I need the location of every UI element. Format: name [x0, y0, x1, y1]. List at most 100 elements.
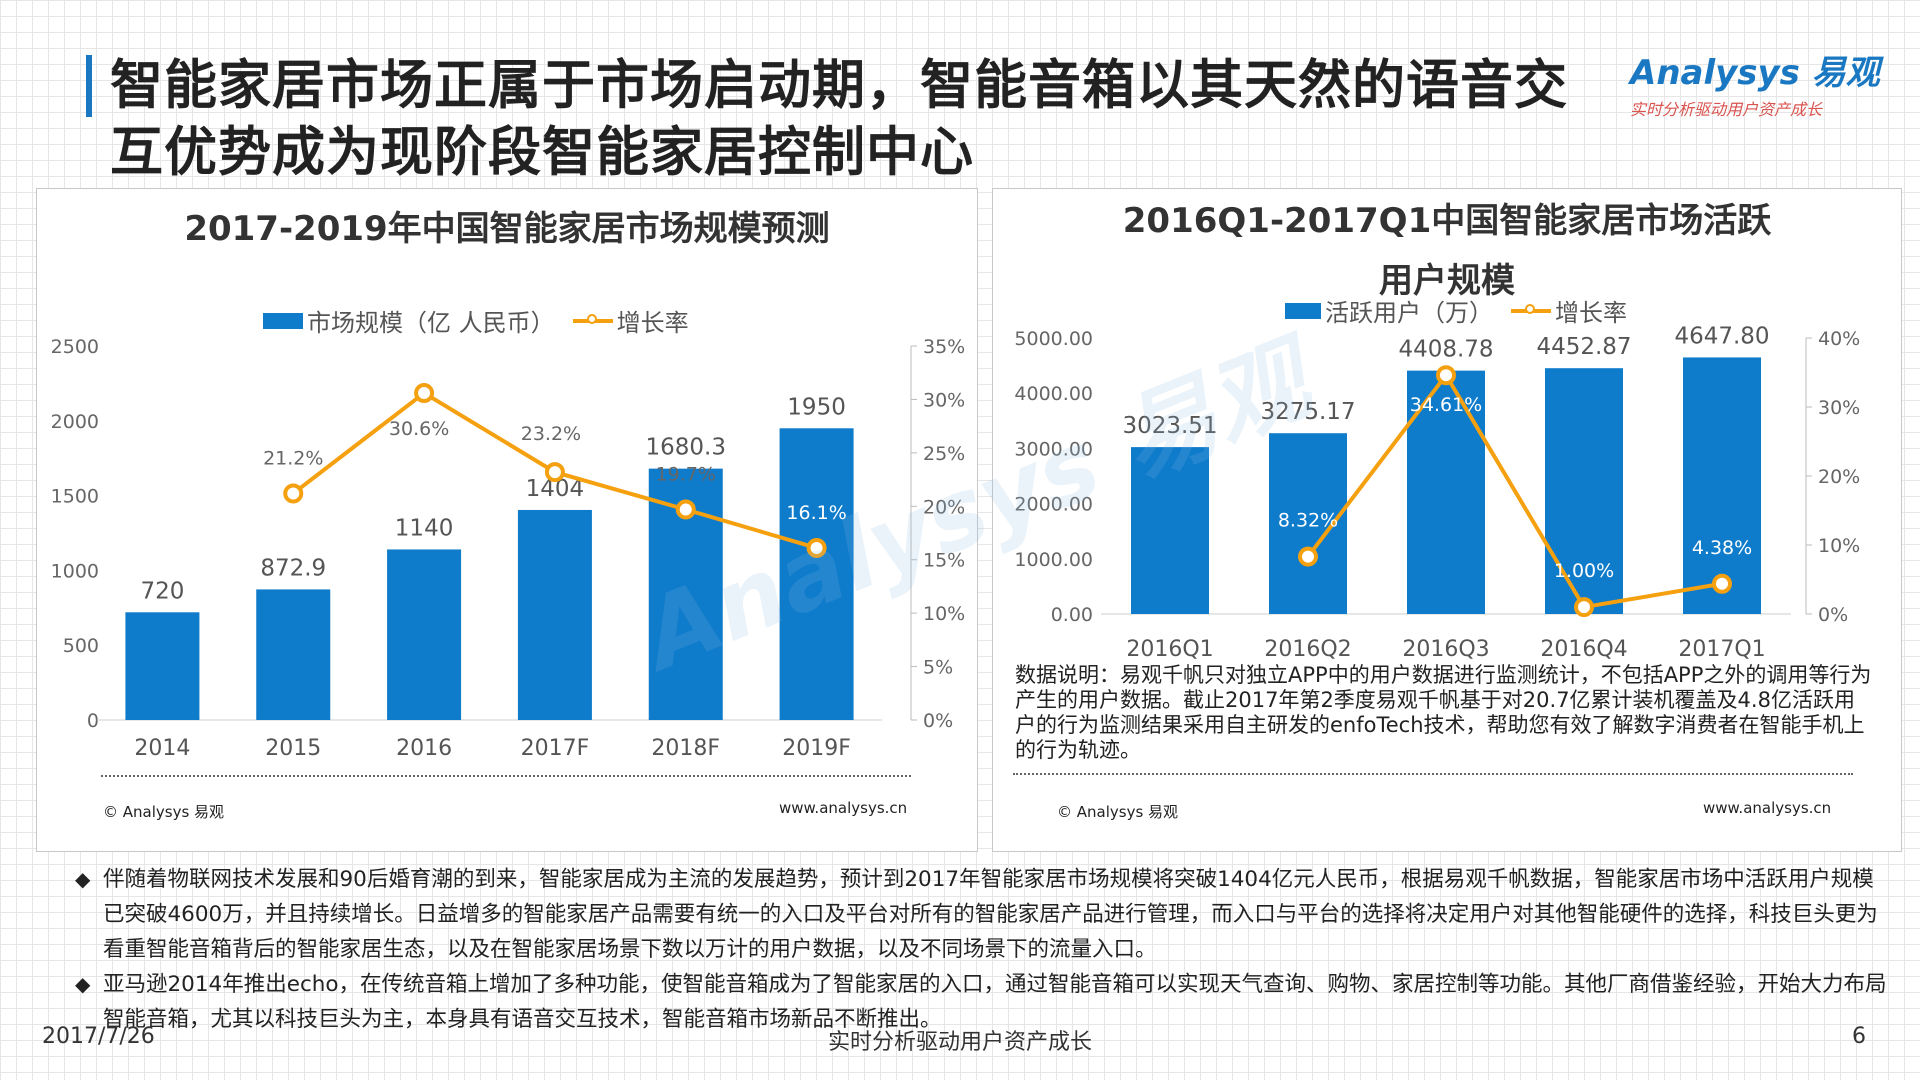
chart-source: © Analysys 易观: [1057, 803, 1179, 821]
y-tick-label: 3000.00: [1014, 438, 1093, 460]
active-users-chart: 5000.00 4000.00 3000.00 2000.00 1000.00 0.00 4…: [1014, 323, 1860, 662]
growth-rate-label: 34.61%: [1410, 394, 1482, 416]
y2-tick-label: 30%: [923, 389, 965, 411]
y2-tick-label: 15%: [923, 550, 965, 572]
bar-value-label: 4452.87: [1536, 334, 1631, 360]
growth-rate-point: [1298, 546, 1318, 567]
x-tick-label: 2015: [265, 736, 321, 761]
page-title: 智能家居市场正属于市场启动期，智能音箱以其天然的语音交 互优势成为现阶段智能家居…: [110, 52, 1640, 186]
bullet-marker: ◆: [75, 867, 91, 891]
bar-value-label: 1950: [787, 394, 846, 420]
footer-date: 2017/7/26: [42, 1024, 155, 1049]
x-tick-label: 2018F: [651, 736, 720, 761]
growth-rate-line: [1306, 371, 1723, 610]
x-tick-label: 2017F: [521, 736, 590, 761]
summary-bullet: ◆ 亚马逊2014年推出echo，在传统音箱上增加了多种功能，使智能音箱成为了智…: [75, 967, 1895, 1037]
analysys-logo: Analysys 易观 实时分析驱动用户资产成长: [1630, 45, 1880, 119]
bar-value-label: 4647.80: [1674, 323, 1769, 349]
y-tick-label: 2000.00: [1014, 494, 1093, 516]
bar: [1683, 357, 1761, 614]
y-tick-label: 0.00: [1051, 604, 1093, 626]
market-size-chart-panel: 2017-2019年中国智能家居市场规模预测 市场规模（亿 人民币） 增长率 2…: [36, 188, 978, 852]
summary-bullet: ◆ 伴随着物联网技术发展和90后婚育潮的到来，智能家居成为主流的发展趋势，预计到…: [75, 862, 1895, 967]
bullet-marker: ◆: [75, 972, 91, 996]
growth-rate-label: 19.7%: [656, 463, 716, 485]
legend-label-active-users: 活跃用户（万）: [1325, 299, 1493, 327]
legend-swatch-line: [1511, 303, 1551, 314]
chart-website: www.analysys.cn: [1703, 799, 1832, 817]
y-tick-label: 2000: [51, 411, 99, 433]
y2-tick-label: 40%: [1818, 328, 1860, 350]
y-tick-label: 2500: [51, 336, 99, 358]
bar-value-label: 3275.17: [1260, 399, 1355, 425]
growth-rate-point: [675, 499, 696, 520]
y2-tick-label: 35%: [923, 336, 965, 358]
growth-rate-point: [1712, 573, 1732, 594]
logo-main-text: Analysys 易观: [1630, 53, 1880, 93]
logo-slogan: 实时分析驱动用户资产成长: [1630, 100, 1823, 119]
growth-rate-point: [1574, 597, 1594, 618]
x-tick-label: 2016Q4: [1540, 637, 1627, 662]
page-number: 6: [1852, 1024, 1866, 1049]
active-users-chart-panel: 2016Q1-2017Q1中国智能家居市场活跃 用户规模 活跃用户（万） 增长率…: [992, 188, 1902, 852]
chart-website: www.analysys.cn: [779, 799, 908, 817]
growth-rate-label: 1.00%: [1554, 560, 1614, 582]
growth-rate-point: [544, 462, 565, 483]
y-tick-label: 1000.00: [1014, 549, 1093, 571]
x-tick-label: 2017Q1: [1678, 637, 1765, 662]
footer-slogan: 实时分析驱动用户资产成长: [827, 1030, 1092, 1055]
bar-value-label: 3023.51: [1122, 413, 1217, 439]
y2-tick-label: 0%: [1818, 604, 1848, 626]
legend-swatch-line: [572, 313, 613, 324]
y-tick-label: 1500: [51, 486, 99, 508]
bar: [517, 509, 592, 720]
chart-title-market-size: 2017-2019年中国智能家居市场规模预测: [184, 209, 830, 249]
y2-tick-label: 5%: [923, 657, 953, 679]
growth-rate-point: [806, 537, 827, 558]
bar-value-label: 720: [140, 578, 184, 604]
growth-rate-point: [1436, 365, 1456, 386]
market-size-chart: 2500 2000 1500 1000 500 0 35% 30% 25% 20% 15% 10% 5%…: [51, 336, 966, 761]
chart-title-active-users-line1: 2016Q1-2017Q1中国智能家居市场活跃: [1122, 201, 1772, 241]
bar: [256, 589, 331, 720]
x-tick-label: 2016Q3: [1402, 637, 1489, 662]
legend-label-growth: 增长率: [1555, 299, 1627, 327]
legend-label-market-size: 市场规模（亿 人民币）: [307, 309, 555, 337]
bar-value-label: 4408.78: [1398, 337, 1493, 363]
x-tick-label: 2016Q2: [1264, 637, 1351, 662]
y2-tick-label: 10%: [923, 603, 965, 625]
legend-swatch-bar: [1285, 302, 1321, 319]
summary-bullets: ◆ 伴随着物联网技术发展和90后婚育潮的到来，智能家居成为主流的发展趋势，预计到…: [75, 862, 1895, 1037]
growth-rate-label: 8.32%: [1278, 510, 1338, 532]
chart-legend-active-users: 活跃用户（万） 增长率: [1285, 293, 1627, 328]
y-tick-label: 0: [87, 710, 99, 732]
legend-swatch-bar: [263, 312, 303, 329]
divider-dotted: [1013, 773, 1853, 775]
bar: [387, 549, 462, 720]
bullet-text: 亚马逊2014年推出echo，在传统音箱上增加了多种功能，使智能音箱成为了智能家…: [103, 972, 1887, 1032]
bar-value-label: 1140: [395, 515, 454, 541]
data-note: 数据说明：易观千帆只对独立APP中的用户数据进行监测统计，不包括APP之外的调用…: [1015, 663, 1872, 762]
title-accent-bar: [86, 55, 92, 117]
growth-rate-label: 30.6%: [389, 418, 449, 440]
y-tick-label: 5000.00: [1014, 328, 1093, 350]
bar-value-label: 872.9: [260, 555, 326, 581]
y2-tick-label: 20%: [1818, 466, 1860, 488]
legend-label-growth: 增长率: [616, 309, 689, 337]
bar: [1545, 368, 1623, 614]
x-tick-label: 2016: [396, 736, 452, 761]
y-tick-label: 1000: [51, 560, 99, 582]
divider-dotted: [101, 775, 911, 777]
growth-rate-point: [283, 483, 304, 504]
bar: [779, 428, 854, 720]
bar: [125, 612, 200, 720]
growth-rate-label: 16.1%: [786, 502, 846, 524]
bar: [1131, 447, 1209, 614]
y2-tick-label: 10%: [1818, 535, 1860, 557]
page-title-line2: 互优势成为现阶段智能家居控制中心: [110, 122, 974, 183]
bar-value-label: 1680.3: [646, 435, 726, 461]
y-tick-label: 500: [63, 635, 99, 657]
y2-tick-label: 0%: [923, 710, 953, 732]
growth-rate-point: [414, 383, 435, 404]
bullet-text: 伴随着物联网技术发展和90后婚育潮的到来，智能家居成为主流的发展趋势，预计到20…: [103, 867, 1878, 962]
